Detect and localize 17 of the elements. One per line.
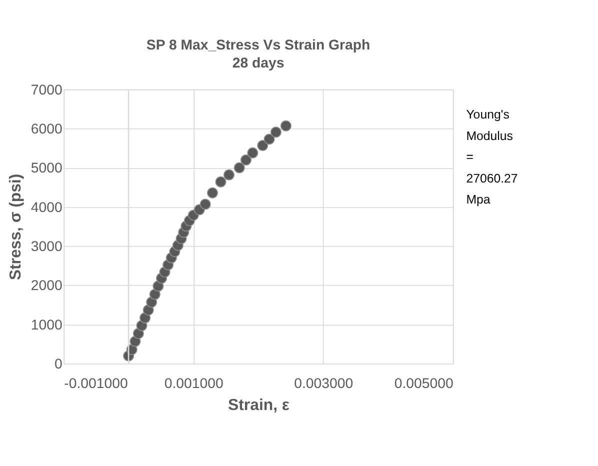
y-tick-label: 5000 — [30, 160, 62, 176]
x-tick-label: 0.001000 — [164, 374, 224, 391]
y-tick-label: 7000 — [30, 81, 62, 98]
y-tick-label: 2000 — [30, 277, 62, 294]
y-tick-label: 0 — [54, 356, 62, 372]
x-axis-title: Strain, ε — [228, 397, 290, 414]
y-tick-label: 3000 — [30, 238, 62, 254]
y-tick-label: 4000 — [30, 198, 62, 215]
x-tick-label: -0.001000 — [64, 374, 128, 391]
x-tick-label: 0.003000 — [294, 374, 354, 391]
y-tick-label: 1000 — [30, 316, 62, 332]
text: Young's Modulus = 27060.27 Mpa — [466, 108, 518, 207]
chart-subtitle: 28 days — [232, 54, 284, 70]
x-tick-label: 0.005000 — [394, 374, 454, 391]
y-axis-title: Stress, σ (psi) — [7, 174, 24, 280]
chart-title: SP 8 Max_Stress Vs Strain Graph — [146, 36, 370, 53]
y-tick-label: 6000 — [30, 120, 62, 136]
